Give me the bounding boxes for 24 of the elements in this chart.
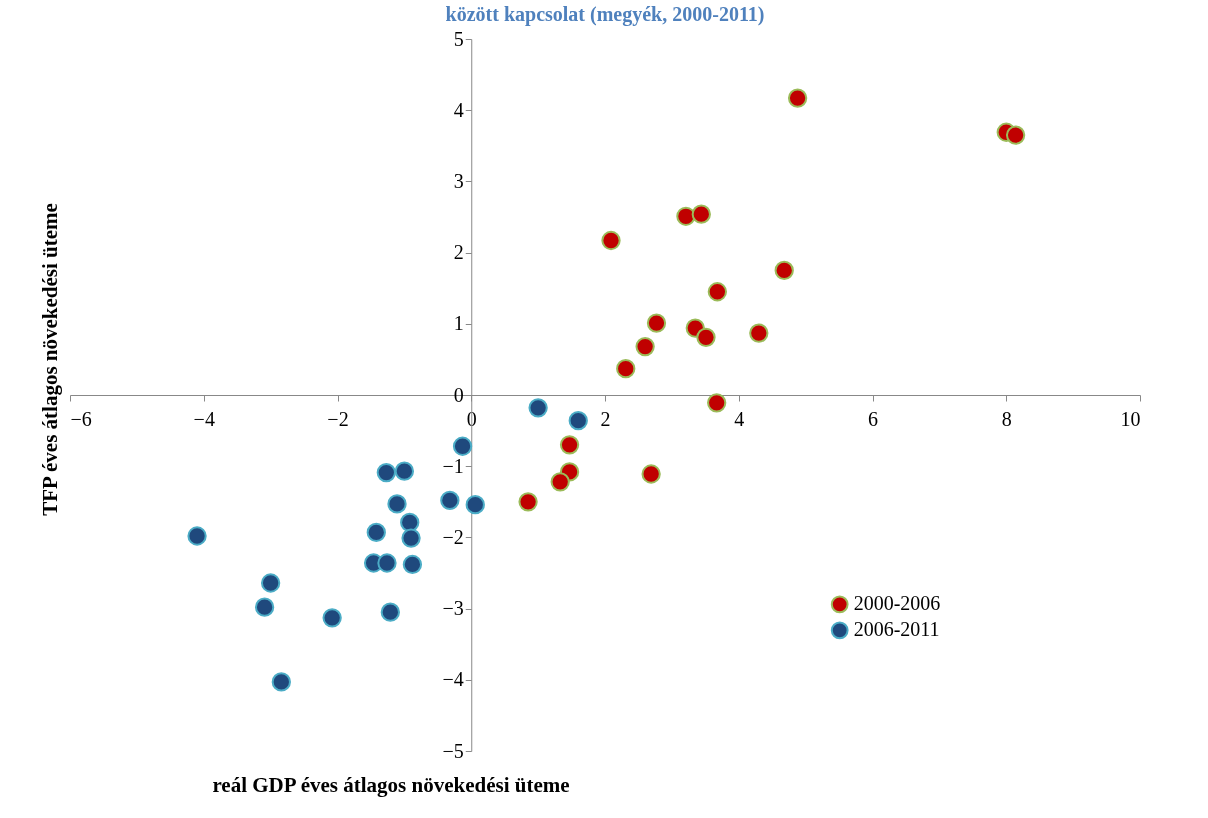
x-tick-label: 2 xyxy=(600,407,611,430)
y-tick-label: 5 xyxy=(453,27,464,50)
y-tick-label: −5 xyxy=(442,739,464,762)
y-tick-label: −1 xyxy=(442,454,464,477)
y-tick-label: 0 xyxy=(453,383,464,406)
y-tick-label: −2 xyxy=(442,525,464,548)
x-tick-label: 4 xyxy=(734,407,745,430)
y-tick-label: 2 xyxy=(453,241,464,264)
x-tick-label: −4 xyxy=(193,407,215,430)
x-tick-label: 8 xyxy=(1001,407,1012,430)
y-tick-label: 4 xyxy=(453,98,464,121)
y-tick-label: −3 xyxy=(442,597,464,620)
x-tick-label: 6 xyxy=(868,407,878,430)
y-tick-label: −4 xyxy=(442,668,464,691)
legend-label: 2006-2011 xyxy=(853,618,940,641)
y-tick-label: 1 xyxy=(453,312,464,335)
chart-title: között kapcsolat (megyék, 2000-2011) xyxy=(445,3,765,26)
x-axis-title: reál GDP éves átlagos növekedési üteme xyxy=(212,773,570,797)
legend-label: 2000-2006 xyxy=(853,592,941,615)
y-tick-label: 3 xyxy=(453,169,464,192)
x-tick-label: 10 xyxy=(1120,407,1141,430)
y-axis-title: TFP éves átlagos növekedési üteme xyxy=(38,203,62,516)
x-tick-label: −6 xyxy=(70,407,92,430)
x-tick-label: −2 xyxy=(327,407,349,430)
